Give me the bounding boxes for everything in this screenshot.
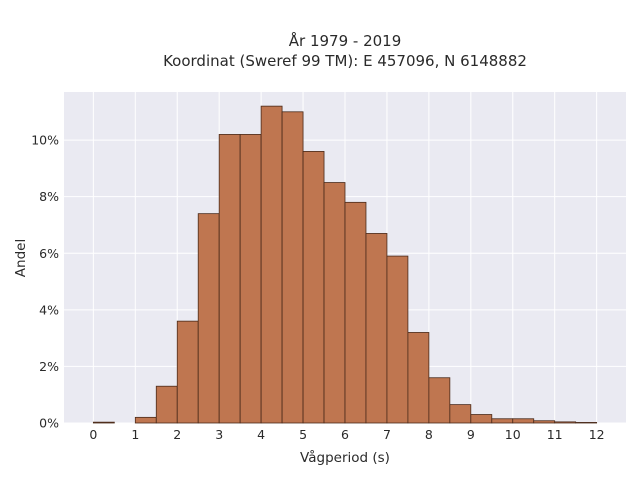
histogram-bar-16 — [428, 377, 451, 424]
x-tick-label: 8 — [425, 427, 433, 442]
y-axis-ticks: 0% 2% 4% 6% 8% 10% — [31, 133, 59, 431]
y-axis-label: Andel — [13, 239, 29, 277]
y-tick-label: 2% — [39, 359, 59, 374]
x-axis-label: Vågperiod (s) — [300, 449, 390, 466]
histogram-bar-0 — [92, 421, 115, 424]
histogram-bar-8 — [260, 105, 283, 424]
histogram-bar-17 — [449, 404, 472, 424]
bars — [92, 105, 598, 424]
histogram-bar-13 — [365, 233, 388, 424]
histogram-bar-10 — [302, 151, 325, 424]
x-tick-label: 12 — [589, 427, 605, 442]
histogram-bar-15 — [407, 332, 430, 424]
histogram-bar-21 — [533, 420, 556, 424]
histogram-bar-19 — [491, 418, 514, 424]
histogram-bar-14 — [386, 255, 409, 424]
histogram-bar-6 — [218, 134, 241, 424]
x-tick-label: 3 — [215, 427, 223, 442]
x-axis-ticks: 0 1 2 3 4 5 6 7 8 9 10 11 12 — [89, 427, 604, 442]
histogram-bar-2 — [134, 416, 157, 424]
x-tick-label: 1 — [131, 427, 139, 442]
y-tick-label: 4% — [39, 302, 59, 317]
chart-title: År 1979 - 2019 — [289, 31, 402, 50]
histogram-bar-3 — [155, 385, 178, 424]
histogram-bar-18 — [470, 414, 493, 424]
y-tick-label: 10% — [31, 133, 59, 148]
y-tick-label: 0% — [39, 416, 59, 431]
histogram-bar-12 — [344, 201, 367, 424]
histogram-bar-9 — [281, 111, 304, 424]
histogram-bar-4 — [176, 320, 199, 424]
histogram-bar-7 — [239, 134, 262, 424]
histogram-bar-5 — [197, 213, 220, 424]
y-tick-label: 6% — [39, 246, 59, 261]
x-tick-label: 0 — [89, 427, 97, 442]
histogram-bar-20 — [512, 418, 535, 424]
x-tick-label: 9 — [467, 427, 475, 442]
x-tick-label: 10 — [505, 427, 521, 442]
histogram-bar-23 — [575, 422, 598, 424]
x-tick-label: 2 — [173, 427, 181, 442]
x-tick-label: 5 — [299, 427, 307, 442]
chart-subtitle: Koordinat (Sweref 99 TM): E 457096, N 61… — [163, 52, 527, 70]
x-tick-label: 7 — [383, 427, 391, 442]
histogram-bar-22 — [554, 421, 577, 424]
x-tick-label: 4 — [257, 427, 265, 442]
y-tick-label: 8% — [39, 189, 59, 204]
x-tick-label: 6 — [341, 427, 349, 442]
histogram-bar-11 — [323, 182, 346, 424]
x-tick-label: 11 — [547, 427, 563, 442]
